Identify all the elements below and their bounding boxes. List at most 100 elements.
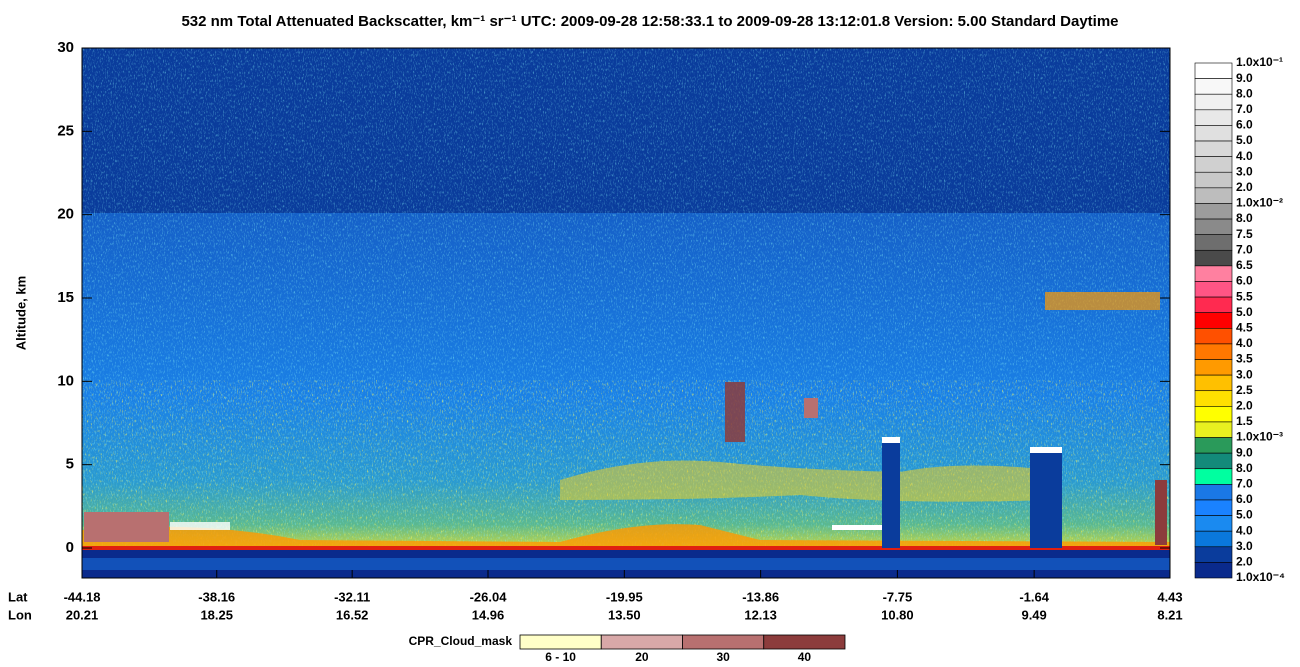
- colorbar-label: 2.5: [1236, 383, 1253, 397]
- colorbar-label: 4.0: [1236, 149, 1253, 163]
- colorbar-label: 1.0x10⁻³: [1236, 430, 1283, 444]
- colorbar-swatch: [1194, 187, 1233, 204]
- cpr-legend-label: 30: [716, 650, 730, 664]
- x-tick-label: -32.11: [334, 589, 370, 604]
- lon-tick-label: 18.25: [200, 607, 233, 622]
- y-tick-label: 0: [66, 539, 74, 556]
- cloud-top: [170, 522, 230, 530]
- colorbar-label: 7.0: [1236, 477, 1253, 491]
- x-tick-label: 4.43: [1157, 589, 1182, 604]
- colorbar-label: 5.0: [1236, 508, 1253, 522]
- colorbar-label: 6.5: [1236, 258, 1253, 272]
- colorbar-label: 3.0: [1236, 164, 1253, 178]
- y-axis-label: Altitude, km: [13, 276, 28, 350]
- cloud-mask: [804, 398, 818, 418]
- colorbar-swatch: [1194, 515, 1233, 532]
- colorbar-swatch: [1194, 93, 1233, 111]
- colorbar-swatch: [1194, 359, 1233, 376]
- cloud-mask: [84, 512, 169, 542]
- y-tick-label: 25: [57, 122, 74, 139]
- lon-tick-label: 16.52: [336, 607, 369, 622]
- colorbar-label: 8.0: [1236, 461, 1253, 475]
- cirrus: [1045, 292, 1160, 310]
- subsurface-band: [82, 558, 1170, 570]
- curtain-image: [82, 48, 1170, 578]
- y-tick-label: 10: [57, 372, 74, 389]
- cloud-mask: [1155, 480, 1167, 545]
- colorbar-swatch: [1194, 281, 1233, 298]
- cloud-shadow: [1030, 453, 1062, 548]
- x-tick-label: -1.64: [1019, 589, 1049, 604]
- y-tick-label: 30: [57, 39, 74, 56]
- colorbar-swatch: [1194, 499, 1233, 516]
- cpr-legend-swatch: [519, 634, 602, 650]
- lon-tick-label: 10.80: [881, 607, 914, 622]
- cloud-top: [1030, 447, 1062, 453]
- colorbar-swatch: [1194, 312, 1233, 329]
- colorbar-label: 4.0: [1236, 523, 1253, 537]
- colorbar-swatch: [1194, 171, 1233, 189]
- cpr-legend: CPR_Cloud_mask 6 - 10 20 30 40: [409, 634, 846, 664]
- colorbar-swatch: [1194, 374, 1233, 392]
- cloud-top: [882, 437, 900, 443]
- colorbar-swatch: [1194, 390, 1233, 407]
- colorbar-swatch: [1194, 125, 1233, 142]
- axes: 0 5 10 15 20 25 30 -44.18 20.21 -38.16 18.25 -32.11…: [57, 39, 1182, 622]
- y-tick-label: 15: [57, 289, 74, 306]
- colorbar-label: 6.0: [1236, 118, 1253, 132]
- colorbar-swatch: [1194, 78, 1233, 95]
- colorbar-label: 9.0: [1236, 445, 1253, 459]
- colorbar-swatch: [1194, 140, 1233, 157]
- lon-tick-label: 8.21: [1157, 607, 1182, 622]
- colorbar-label: 3.5: [1236, 352, 1253, 366]
- colorbar-label: 6.0: [1236, 274, 1253, 288]
- aerosol-layer: [560, 460, 1050, 502]
- x-row-label: Lat: [8, 589, 28, 604]
- colorbar-label: 2.0: [1236, 399, 1253, 413]
- cpr-legend-title: CPR_Cloud_mask: [409, 634, 513, 648]
- colorbar-label: 4.0: [1236, 336, 1253, 350]
- colorbar-swatch: [1194, 203, 1233, 220]
- lon-tick-label: 9.49: [1021, 607, 1046, 622]
- colorbar-swatch: [1194, 218, 1233, 235]
- cpr-legend-label: 40: [798, 650, 812, 664]
- x-tick-label: -7.75: [883, 589, 913, 604]
- lon-tick-label: 20.21: [66, 607, 99, 622]
- noise: [82, 380, 1170, 548]
- x-tick-label: -44.18: [64, 589, 101, 604]
- colorbar-label: 7.5: [1236, 227, 1253, 241]
- colorbar-swatch: [1194, 530, 1233, 548]
- colorbar-swatch: [1194, 437, 1233, 454]
- colorbar-swatch: [1194, 546, 1233, 563]
- lon-tick-label: 14.96: [472, 607, 505, 622]
- plot-frame: [81, 47, 1171, 579]
- colorbar-label: 2.0: [1236, 555, 1253, 569]
- colorbar-swatch: [1194, 265, 1233, 282]
- colorbar-swatch: [1194, 109, 1233, 126]
- cpr-legend-label: 6 - 10: [545, 650, 576, 664]
- colorbar: 1.0x10⁻¹9.08.07.06.05.04.03.02.01.0x10⁻²…: [1194, 55, 1285, 584]
- cloud-shadow: [882, 443, 900, 548]
- colorbar-label: 8.0: [1236, 211, 1253, 225]
- noise: [82, 48, 1170, 213]
- colorbar-swatch: [1194, 562, 1233, 579]
- colorbar-label: 5.5: [1236, 289, 1253, 303]
- colorbar-swatch: [1194, 421, 1233, 438]
- cpr-legend-swatch: [682, 634, 765, 650]
- colorbar-swatch: [1194, 406, 1233, 423]
- x-tick-label: -38.16: [198, 589, 235, 604]
- cloud-top: [832, 525, 882, 530]
- colorbar-swatch: [1194, 62, 1233, 79]
- colorbar-swatch: [1194, 156, 1233, 173]
- colorbar-swatch: [1194, 468, 1233, 485]
- colorbar-swatch: [1194, 452, 1233, 470]
- colorbar-label: 1.0x10⁻²: [1236, 196, 1283, 210]
- cloud-mask: [725, 382, 745, 442]
- surface: [82, 546, 1170, 550]
- colorbar-swatch: [1194, 249, 1233, 267]
- lon-tick-label: 13.50: [608, 607, 641, 622]
- colorbar-label: 7.0: [1236, 102, 1253, 116]
- colorbar-label: 2.0: [1236, 180, 1253, 194]
